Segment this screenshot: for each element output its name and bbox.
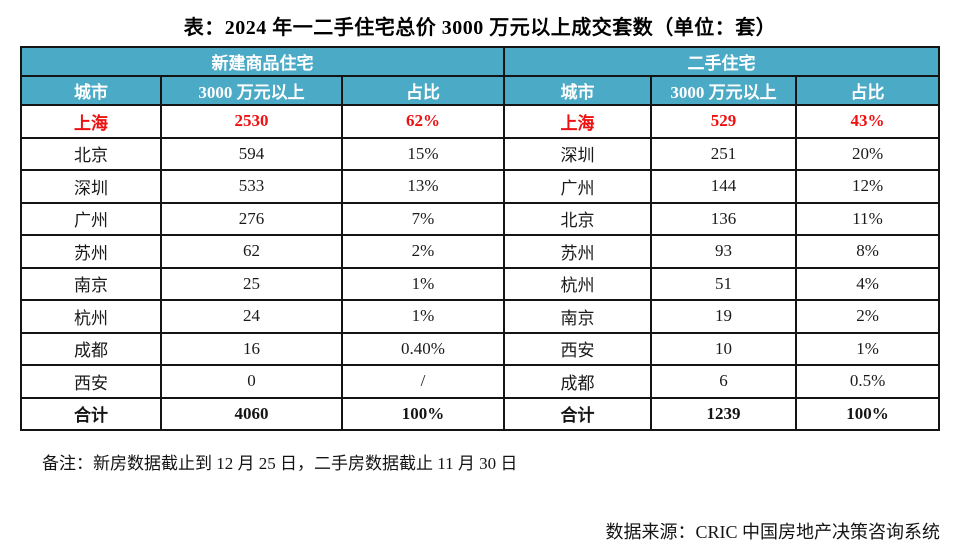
table-row: 北京 594 15% 深圳 251 20% (20, 136, 941, 171)
column-header-row: 城市 3000 万元以上 占比 城市 3000 万元以上 占比 (20, 75, 941, 106)
city-cell: 上海 (20, 104, 162, 139)
share-cell: 2% (795, 299, 941, 334)
total-label-cell: 合计 (503, 396, 653, 431)
count-cell: 529 (650, 104, 798, 139)
table-row: 深圳 533 13% 广州 144 12% (20, 169, 941, 204)
total-share-cell: 100% (340, 396, 506, 431)
table-row: 南京 25 1% 杭州 51 4% (20, 266, 941, 301)
count-cell: 0 (160, 364, 343, 399)
group-header-new-homes: 新建商品住宅 (19, 46, 506, 77)
share-cell: 62% (340, 104, 506, 139)
total-count-cell: 4060 (160, 396, 343, 431)
table-row: 杭州 24 1% 南京 19 2% (20, 299, 941, 334)
city-cell: 苏州 (20, 234, 162, 269)
share-cell: 1% (340, 299, 506, 334)
count-cell: 62 (160, 234, 343, 269)
share-cell: 2% (340, 234, 506, 269)
count-cell: 25 (160, 266, 343, 301)
city-cell: 南京 (20, 266, 162, 301)
share-cell: 12% (795, 169, 941, 204)
city-cell: 成都 (503, 364, 653, 399)
share-cell: / (340, 364, 506, 399)
count-cell: 24 (160, 299, 343, 334)
total-share-cell: 100% (795, 396, 941, 431)
count-cell: 2530 (160, 104, 343, 139)
count-cell: 533 (160, 169, 343, 204)
count-cell: 16 (160, 331, 343, 366)
table-row: 成都 16 0.40% 西安 10 1% (20, 331, 941, 366)
city-cell: 广州 (20, 201, 162, 236)
count-cell: 136 (650, 201, 798, 236)
city-cell: 深圳 (503, 136, 653, 171)
city-cell: 南京 (503, 299, 653, 334)
table-title: 表：2024 年一二手住宅总价 3000 万元以上成交套数（单位：套） (183, 17, 777, 39)
share-cell: 20% (795, 136, 941, 171)
col-header-share-left: 占比 (340, 75, 506, 106)
count-cell: 51 (650, 266, 798, 301)
total-label-cell: 合计 (20, 396, 162, 431)
city-cell: 北京 (20, 136, 162, 171)
share-cell: 7% (340, 201, 506, 236)
group-header-secondhand-homes: 二手住宅 (503, 46, 941, 77)
count-cell: 276 (160, 201, 343, 236)
count-cell: 6 (650, 364, 798, 399)
city-cell: 深圳 (20, 169, 162, 204)
count-cell: 594 (160, 136, 343, 171)
share-cell: 11% (795, 201, 941, 236)
housing-transactions-table: 新建商品住宅 二手住宅 城市 3000 万元以上 占比 城市 3000 万元以上… (19, 46, 941, 431)
count-cell: 19 (650, 299, 798, 334)
count-cell: 10 (650, 331, 798, 366)
share-cell: 4% (795, 266, 941, 301)
share-cell: 43% (795, 104, 941, 139)
share-cell: 8% (795, 234, 941, 269)
city-cell: 杭州 (503, 266, 653, 301)
total-count-cell: 1239 (650, 396, 798, 431)
city-cell: 苏州 (503, 234, 653, 269)
count-cell: 144 (650, 169, 798, 204)
col-header-count-left: 3000 万元以上 (160, 75, 343, 106)
table-row: 广州 276 7% 北京 136 11% (20, 201, 941, 236)
city-cell: 杭州 (20, 299, 162, 334)
total-row: 合计 4060 100% 合计 1239 100% (20, 396, 941, 431)
col-header-count-right: 3000 万元以上 (650, 75, 798, 106)
share-cell: 0.5% (795, 364, 941, 399)
col-header-city-left: 城市 (20, 75, 162, 106)
footnote-remark: 备注：新房数据截止到 12 月 25 日，二手房数据截止 11 月 30 日 (42, 454, 518, 473)
col-header-share-right: 占比 (795, 75, 941, 106)
city-cell: 成都 (20, 331, 162, 366)
city-cell: 上海 (503, 104, 653, 139)
city-cell: 西安 (503, 331, 653, 366)
count-cell: 93 (650, 234, 798, 269)
share-cell: 0.40% (340, 331, 506, 366)
table-row: 西安 0 / 成都 6 0.5% (20, 364, 941, 399)
city-cell: 北京 (503, 201, 653, 236)
table-row-shanghai: 上海 2530 62% 上海 529 43% (20, 104, 941, 139)
data-source-credit: 数据来源：CRIC 中国房地产决策咨询系统 (605, 522, 940, 542)
table-row: 苏州 62 2% 苏州 93 8% (20, 234, 941, 269)
share-cell: 1% (795, 331, 941, 366)
share-cell: 13% (340, 169, 506, 204)
count-cell: 251 (650, 136, 798, 171)
city-cell: 广州 (503, 169, 653, 204)
share-cell: 1% (340, 266, 506, 301)
city-cell: 西安 (20, 364, 162, 399)
col-header-city-right: 城市 (503, 75, 653, 106)
share-cell: 15% (340, 136, 506, 171)
group-header-row: 新建商品住宅 二手住宅 (19, 46, 941, 77)
